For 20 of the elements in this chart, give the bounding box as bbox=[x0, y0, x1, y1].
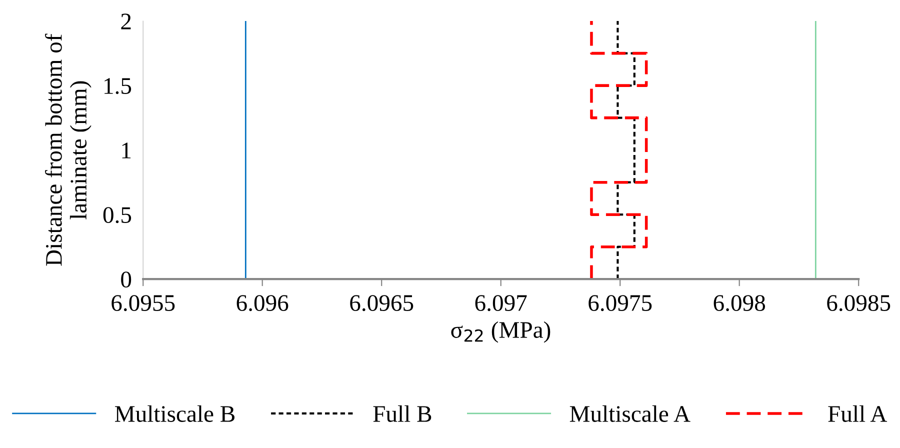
legend-label: Multiscale A bbox=[570, 405, 690, 422]
x-tick-label: 6.096 bbox=[236, 295, 288, 312]
y-tick-label: 0.5 bbox=[103, 207, 132, 224]
x-axis-title: σ$_{22}$ (MPa) bbox=[451, 321, 550, 343]
x-tick-label: 6.0965 bbox=[350, 295, 414, 312]
legend-label: Multiscale B bbox=[114, 405, 234, 422]
x-tick-label: 6.0955 bbox=[112, 295, 175, 312]
x-tick-label: 6.098 bbox=[714, 295, 766, 312]
x-tick-label: 6.0985 bbox=[827, 295, 890, 312]
y-axis-title: Distance from bottom of laminate (mm) bbox=[45, 34, 92, 266]
x-tick-label: 6.097 bbox=[475, 295, 527, 312]
y-tick-label: 1 bbox=[122, 142, 131, 158]
y-tick-label: 1.5 bbox=[104, 78, 132, 94]
legend-label: Full B bbox=[373, 405, 432, 422]
line-series bbox=[590, 21, 648, 280]
y-tick-label: 2 bbox=[121, 14, 131, 30]
y-tick-label: 0 bbox=[121, 272, 132, 288]
legend-label: Full A bbox=[828, 405, 888, 422]
line-series bbox=[616, 21, 636, 280]
x-tick-label: 6.0975 bbox=[588, 295, 652, 312]
